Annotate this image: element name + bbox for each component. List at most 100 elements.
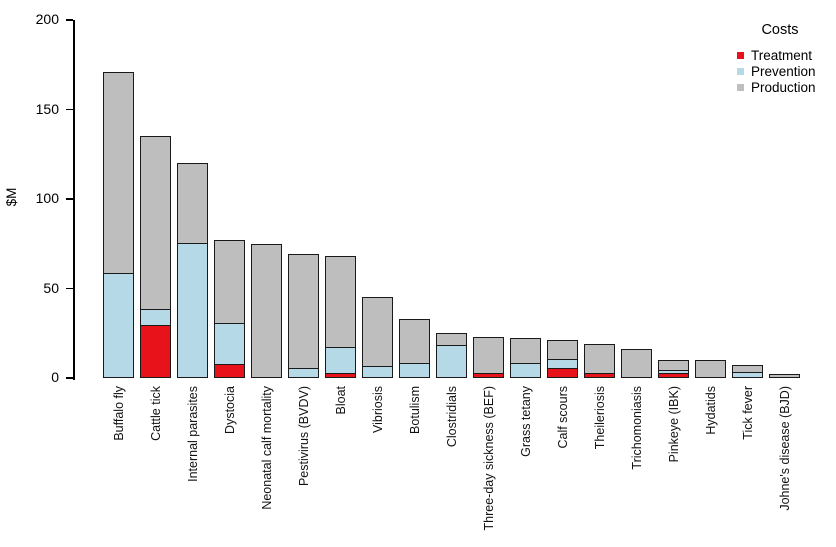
y-axis — [73, 20, 75, 380]
y-tick-label: 150 — [35, 100, 59, 117]
x-category-label: Bloat — [333, 386, 348, 415]
bar-segment-production — [585, 344, 614, 374]
bar-segment-prevention — [511, 362, 540, 377]
bar-segment-production — [178, 163, 207, 243]
bar-segment-treatment — [141, 325, 170, 377]
bar — [473, 336, 504, 378]
x-category-label: Calf scours — [555, 386, 570, 449]
bar — [214, 239, 245, 378]
bar-segment-production — [326, 257, 355, 347]
bar-segment-prevention — [104, 273, 133, 377]
bar-segment-production — [770, 375, 799, 377]
x-category-label: Cattle tick — [148, 386, 163, 441]
y-tick — [66, 108, 74, 111]
legend: Costs Treatment Prevention Production — [737, 22, 823, 95]
bar — [436, 333, 467, 378]
bar — [547, 340, 578, 378]
x-category-label: Theileriosis — [592, 386, 607, 450]
bar-segment-production — [289, 255, 318, 369]
x-category-label: Grass tetany — [518, 386, 533, 457]
y-tick — [66, 287, 74, 290]
y-tick-label: 50 — [43, 279, 59, 296]
x-category-label: Clostridials — [444, 386, 459, 448]
x-category-label: Pinkeye (IBK) — [666, 386, 681, 463]
legend-label: Treatment — [751, 47, 813, 63]
bar-segment-production — [548, 341, 577, 360]
legend-item: Treatment — [737, 47, 823, 63]
bar-segment-production — [733, 366, 762, 372]
bar-segment-production — [252, 244, 281, 377]
legend-swatch-production — [737, 83, 744, 91]
bar-segment-treatment — [326, 373, 355, 377]
bar-segment-prevention — [215, 323, 244, 365]
bar — [140, 136, 171, 378]
bar-segment-production — [215, 240, 244, 324]
bar — [399, 318, 430, 378]
bar — [177, 162, 208, 378]
legend-label: Production — [751, 79, 816, 95]
bar-segment-prevention — [289, 368, 318, 377]
legend-item: Production — [737, 79, 823, 95]
y-tick — [66, 198, 74, 200]
bar-segment-prevention — [400, 362, 429, 377]
bar — [695, 359, 726, 378]
bar — [769, 374, 800, 378]
bar-segment-prevention — [437, 344, 466, 377]
legend-item: Prevention — [737, 63, 823, 79]
bar-segment-prevention — [178, 242, 207, 377]
x-category-label: Buffalo fly — [111, 386, 126, 441]
bar-segment-prevention — [141, 308, 170, 326]
bar-segment-production — [696, 360, 725, 377]
bar-segment-production — [141, 137, 170, 309]
bar-segment-prevention — [363, 366, 392, 377]
legend-swatch-prevention — [737, 67, 744, 75]
bar-segment-treatment — [548, 368, 577, 377]
bar-segment-production — [400, 319, 429, 363]
bar-segment-production — [659, 360, 688, 370]
bar — [658, 359, 689, 378]
bar — [288, 254, 319, 378]
bar — [325, 256, 356, 378]
bar-segment-prevention — [548, 359, 577, 369]
bar-segment-production — [363, 298, 392, 367]
bar-segment-treatment — [659, 373, 688, 377]
y-tick-label: 0 — [51, 369, 59, 385]
legend-swatch-treatment — [737, 51, 744, 59]
x-category-label: Internal parasites — [185, 386, 200, 482]
x-category-label: Pestivirus (BVDV) — [296, 386, 311, 487]
bar — [510, 338, 541, 378]
bar-segment-production — [104, 72, 133, 274]
x-category-label: Hydatids — [703, 386, 718, 435]
x-category-label: Three-day sickness (BEF) — [481, 386, 496, 531]
bar-segment-production — [511, 339, 540, 363]
bar-segment-production — [622, 350, 651, 377]
x-category-label: Johne's disease (BJD) — [777, 386, 792, 511]
x-category-label: Dystocia — [222, 386, 237, 434]
y-tick — [66, 377, 74, 379]
bar-segment-prevention — [659, 369, 688, 374]
legend-title: Costs — [761, 22, 799, 38]
bar — [584, 343, 615, 378]
bar — [621, 349, 652, 378]
bar-segment-production — [437, 334, 466, 345]
bar-segment-treatment — [585, 373, 614, 377]
bar — [103, 71, 134, 378]
bar — [732, 365, 763, 378]
bar — [251, 243, 282, 378]
bar-segment-treatment — [215, 364, 244, 377]
bar — [362, 297, 393, 378]
x-category-label: Neonatal calf mortality — [259, 386, 274, 510]
legend-label: Prevention — [751, 63, 816, 79]
bar-segment-prevention — [326, 346, 355, 374]
x-category-label: Tick fever — [740, 386, 755, 440]
y-tick-label: 200 — [35, 11, 59, 27]
y-tick — [66, 19, 74, 21]
x-category-label: Vibriosis — [370, 386, 385, 434]
x-category-label: Trichomoniasis — [629, 386, 644, 470]
bar-segment-production — [474, 337, 503, 374]
y-tick-label: 100 — [35, 190, 59, 206]
bar-segment-treatment — [474, 373, 503, 377]
x-category-label: Botulism — [407, 386, 422, 434]
bar-segment-prevention — [733, 371, 762, 377]
